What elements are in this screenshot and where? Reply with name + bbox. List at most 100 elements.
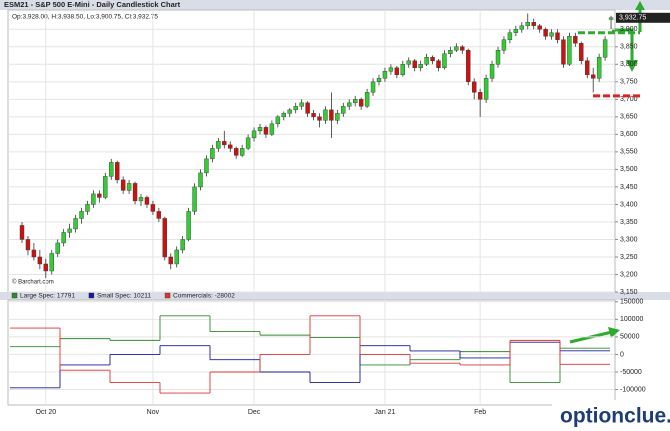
candle-body: [430, 57, 435, 61]
candle-body: [311, 113, 316, 118]
candle-body: [138, 197, 144, 202]
candle-body: [472, 81, 477, 93]
y-tick-label: 50000: [620, 334, 640, 341]
candle-body: [513, 29, 519, 33]
candle-body: [281, 113, 286, 118]
candle-body: [501, 39, 507, 51]
cot-header: [0, 292, 670, 300]
legend-swatch: [88, 292, 95, 299]
candle-body: [394, 67, 400, 76]
arrow-head: [635, 1, 645, 10]
candle-body: [531, 22, 536, 26]
candle-body: [120, 179, 126, 191]
candle-body: [507, 32, 513, 40]
candle-body: [495, 50, 501, 65]
candle-body: [43, 263, 48, 272]
y-tick-label: 3,700: [620, 96, 638, 103]
candle-body: [67, 228, 72, 233]
candle-body: [567, 36, 572, 65]
legend-label: Large Spec: 17791: [20, 293, 75, 300]
candle-body: [222, 141, 227, 146]
candle-body: [561, 39, 566, 65]
candle-body: [91, 193, 96, 205]
x-tick-label: Feb: [474, 409, 486, 416]
candle-body: [126, 183, 132, 191]
x-tick-label: Dec: [248, 409, 261, 416]
candle-body: [543, 29, 548, 37]
y-tick-label: 3,900: [620, 26, 638, 33]
candle-body: [525, 22, 530, 26]
arrow-head: [626, 60, 638, 72]
candle-body: [168, 256, 173, 265]
candle-body: [376, 78, 382, 83]
candle-body: [275, 116, 281, 125]
ohlc-readout: Op:3,928.00, H:3,938.50, Lo:3,900.75, Cl…: [12, 14, 158, 21]
candle-body: [132, 183, 138, 202]
candle-body: [79, 211, 84, 219]
candle-body: [25, 239, 31, 251]
candle-body: [210, 148, 215, 160]
candle-body: [418, 64, 423, 69]
candle-body: [370, 81, 376, 93]
candle-body: [382, 71, 388, 79]
y-tick-label: 3,650: [620, 114, 638, 121]
watermark-bg: [552, 400, 670, 431]
last-price-label: 3,932.75: [619, 15, 646, 22]
chart-title: ESM21 - S&P 500 E-Mini - Daily Candlesti…: [4, 0, 181, 9]
candle-body: [257, 127, 263, 132]
candle-body: [585, 60, 590, 76]
y-tick-label: 3,850: [620, 44, 638, 51]
x-tick-label: Nov: [147, 409, 160, 416]
candle-body: [406, 60, 411, 65]
candle-body: [180, 239, 185, 251]
candle-body: [85, 204, 90, 212]
y-tick-label: 3,550: [620, 149, 638, 156]
x-tick-label: Jan 21: [374, 409, 395, 416]
candle-body: [156, 211, 162, 219]
candle-body: [31, 249, 37, 258]
y-tick-label: 3,350: [620, 219, 638, 226]
candle-body: [596, 57, 602, 79]
candle-body: [460, 46, 465, 51]
candle-body: [400, 64, 405, 76]
candle-body: [216, 141, 221, 149]
y-tick-label: -50000: [620, 369, 642, 376]
legend-label: Small Spec: 10211: [97, 293, 151, 300]
legend-label: Commercials: -28002: [173, 293, 235, 300]
last-price-tag: [616, 12, 670, 23]
candle-body: [477, 92, 483, 100]
candle-body: [489, 64, 495, 79]
candle-body: [329, 109, 334, 121]
candle-body: [263, 127, 269, 135]
candle-body: [174, 249, 179, 265]
candle-body: [228, 144, 233, 149]
y-tick-label: 3,600: [620, 131, 638, 138]
candle-body: [73, 218, 78, 230]
candle-body: [483, 78, 489, 100]
candle-body: [109, 162, 114, 177]
candle-body: [364, 92, 370, 107]
candle-body: [49, 253, 54, 272]
candle-body: [323, 109, 328, 121]
candle-body: [412, 60, 417, 69]
candle-body: [591, 74, 596, 79]
candle-body: [358, 99, 364, 107]
y-tick-label: 3,400: [620, 201, 638, 208]
y-tick-label: 3,300: [620, 236, 638, 243]
candle-body: [204, 158, 209, 174]
candle-body: [239, 148, 245, 156]
candle-body: [466, 50, 471, 83]
y-tick-label: 0: [620, 351, 624, 358]
candle-body: [454, 46, 459, 51]
y-tick-label: 3,800: [620, 61, 638, 68]
candle-body: [19, 225, 25, 240]
y-tick-label: 150000: [620, 299, 643, 306]
candle-body: [186, 211, 191, 240]
candle-body: [287, 109, 292, 114]
y-tick-label: -100000: [620, 386, 646, 393]
candle-body: [103, 176, 108, 198]
title-bar: [0, 0, 670, 10]
candle-body: [245, 137, 251, 149]
candle-body: [198, 172, 203, 188]
candle-body: [55, 242, 60, 254]
